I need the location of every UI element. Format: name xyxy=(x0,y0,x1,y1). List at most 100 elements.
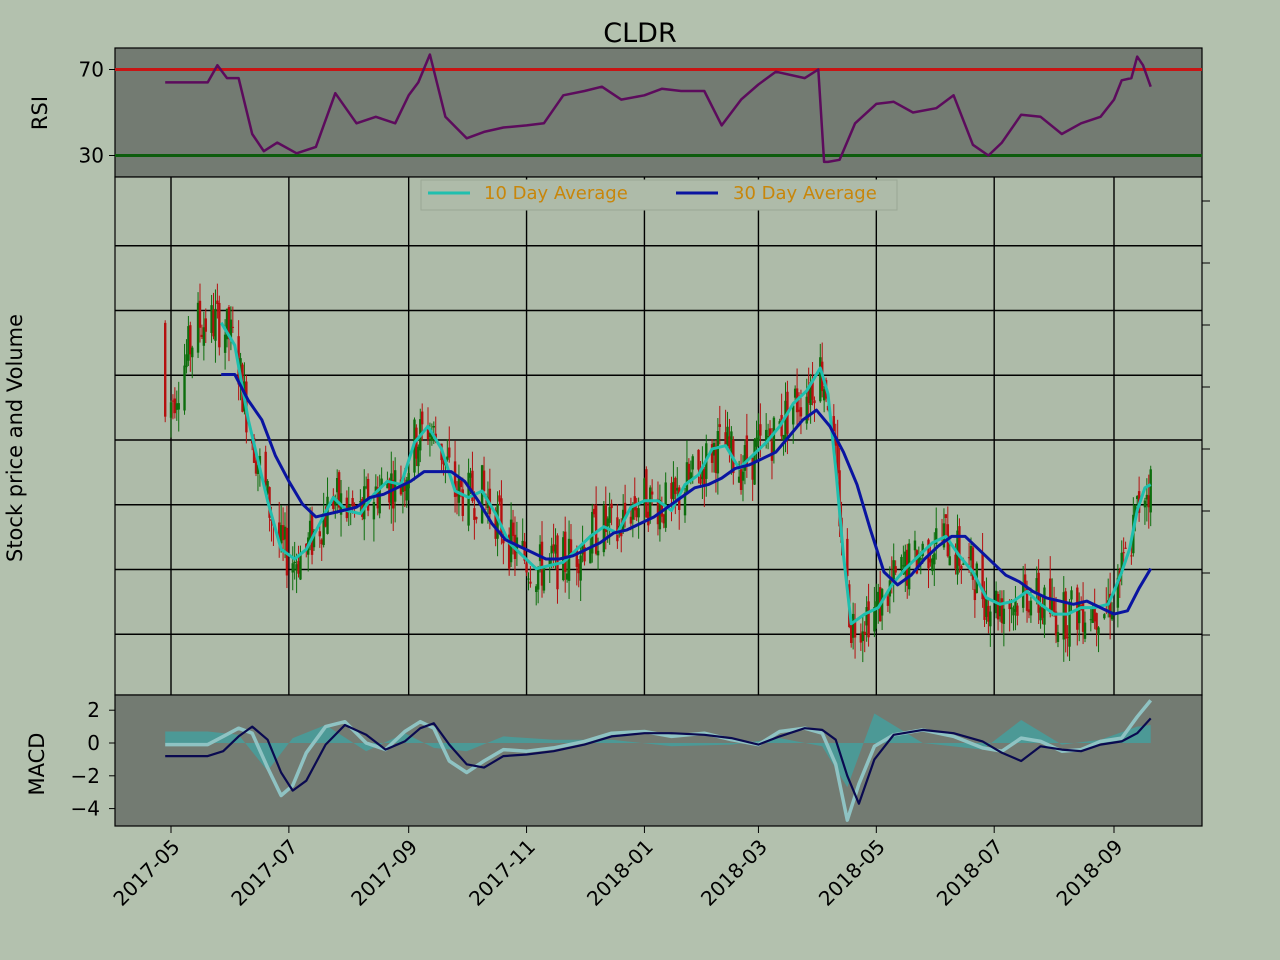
candle-body xyxy=(297,561,300,574)
candle-body xyxy=(177,403,180,410)
candle-body xyxy=(210,305,213,333)
candle-body xyxy=(1091,609,1094,623)
rsi-ytick-label: 70 xyxy=(79,58,104,82)
candle-body xyxy=(1149,469,1152,513)
candle-body xyxy=(699,476,702,484)
candle-body xyxy=(834,437,837,446)
candle-body xyxy=(577,563,580,574)
candle-body xyxy=(683,492,687,516)
candle-body xyxy=(743,445,747,471)
candle-body xyxy=(1000,598,1004,623)
candle-body xyxy=(656,498,660,525)
price-panel-background xyxy=(114,176,1203,696)
candle-body xyxy=(770,441,774,461)
candle-body xyxy=(529,581,532,584)
candle-body xyxy=(392,479,395,509)
candle-body xyxy=(564,531,567,572)
candle-body xyxy=(846,538,849,577)
candle-body xyxy=(631,504,635,520)
candle-body xyxy=(335,478,339,493)
candle-body xyxy=(351,497,354,507)
candle-body xyxy=(204,318,207,332)
candle-body xyxy=(500,498,503,537)
candle-body xyxy=(805,396,808,424)
candle-body xyxy=(554,544,557,554)
candle-body xyxy=(741,471,745,481)
candle-body xyxy=(347,504,350,510)
price-panel: Stock price and Volume 10 Day Average 30… xyxy=(3,176,1210,696)
candle-body xyxy=(983,590,986,620)
candle-body xyxy=(523,541,526,561)
candle-body xyxy=(691,456,694,470)
candle-body xyxy=(867,601,870,638)
candle-body xyxy=(629,516,633,524)
candle-body xyxy=(191,347,194,358)
candle-body xyxy=(701,467,704,480)
candle-body xyxy=(196,302,200,353)
candle-body xyxy=(637,508,640,518)
candle-body xyxy=(231,326,235,328)
candle-body xyxy=(764,429,768,444)
candle-body xyxy=(536,567,540,590)
candle-body xyxy=(768,428,772,440)
candle-body xyxy=(989,611,992,627)
price-axis-label: Stock price and Volume xyxy=(3,314,27,562)
candle-body xyxy=(548,557,551,566)
candle-body xyxy=(915,550,919,574)
candle-body xyxy=(620,532,623,537)
candle-body xyxy=(944,514,948,518)
candle-body xyxy=(697,449,700,470)
candle-body xyxy=(782,435,785,441)
candle-body xyxy=(1049,578,1052,614)
ma10-line xyxy=(219,321,1152,626)
candle-body xyxy=(594,505,598,554)
price-legend: 10 Day Average 30 Day Average xyxy=(420,179,898,211)
candle-body xyxy=(372,501,376,520)
candle-body xyxy=(954,554,957,569)
candle-body xyxy=(415,427,418,459)
candle-body xyxy=(469,473,472,478)
candle-body xyxy=(467,472,470,526)
candle-body xyxy=(569,539,573,554)
candle-body xyxy=(822,389,826,401)
ma30-line xyxy=(221,373,1152,616)
candle-body xyxy=(254,460,258,474)
candle-body xyxy=(1147,495,1150,508)
candle-body xyxy=(739,469,743,490)
candle-body xyxy=(324,515,327,527)
candle-body xyxy=(757,430,760,441)
candle-body xyxy=(581,542,584,555)
candle-body xyxy=(604,504,607,533)
macd-ytick-label: −2 xyxy=(71,764,100,788)
candle-body xyxy=(689,472,693,481)
candle-body xyxy=(933,553,936,565)
candle-body xyxy=(1010,607,1013,610)
candle-body xyxy=(718,424,721,427)
candle-body xyxy=(998,604,1002,617)
candle-body xyxy=(610,503,613,509)
candle-body xyxy=(778,421,781,425)
candle-body xyxy=(737,476,741,483)
candle-body xyxy=(807,388,810,404)
candle-body xyxy=(430,432,434,441)
rsi-ytick-label: 30 xyxy=(79,144,104,168)
candle-body xyxy=(685,462,689,493)
candle-body xyxy=(183,365,186,411)
candle-body xyxy=(710,444,714,463)
candle-body xyxy=(575,548,578,567)
candle-body xyxy=(971,547,975,580)
rsi-panel: RSI 30 70 xyxy=(28,47,1203,178)
candle-body xyxy=(865,607,868,626)
candle-body xyxy=(1054,611,1058,636)
candle-body xyxy=(967,557,971,559)
candle-body xyxy=(1116,577,1120,608)
candle-body xyxy=(453,461,457,497)
candle-body xyxy=(1089,619,1093,621)
candle-body xyxy=(1120,552,1123,574)
candle-body xyxy=(446,456,449,460)
candle-body xyxy=(390,473,393,504)
candle-body xyxy=(308,520,312,542)
candle-body xyxy=(378,487,381,514)
candle-body xyxy=(278,522,281,543)
candle-body xyxy=(171,400,175,402)
